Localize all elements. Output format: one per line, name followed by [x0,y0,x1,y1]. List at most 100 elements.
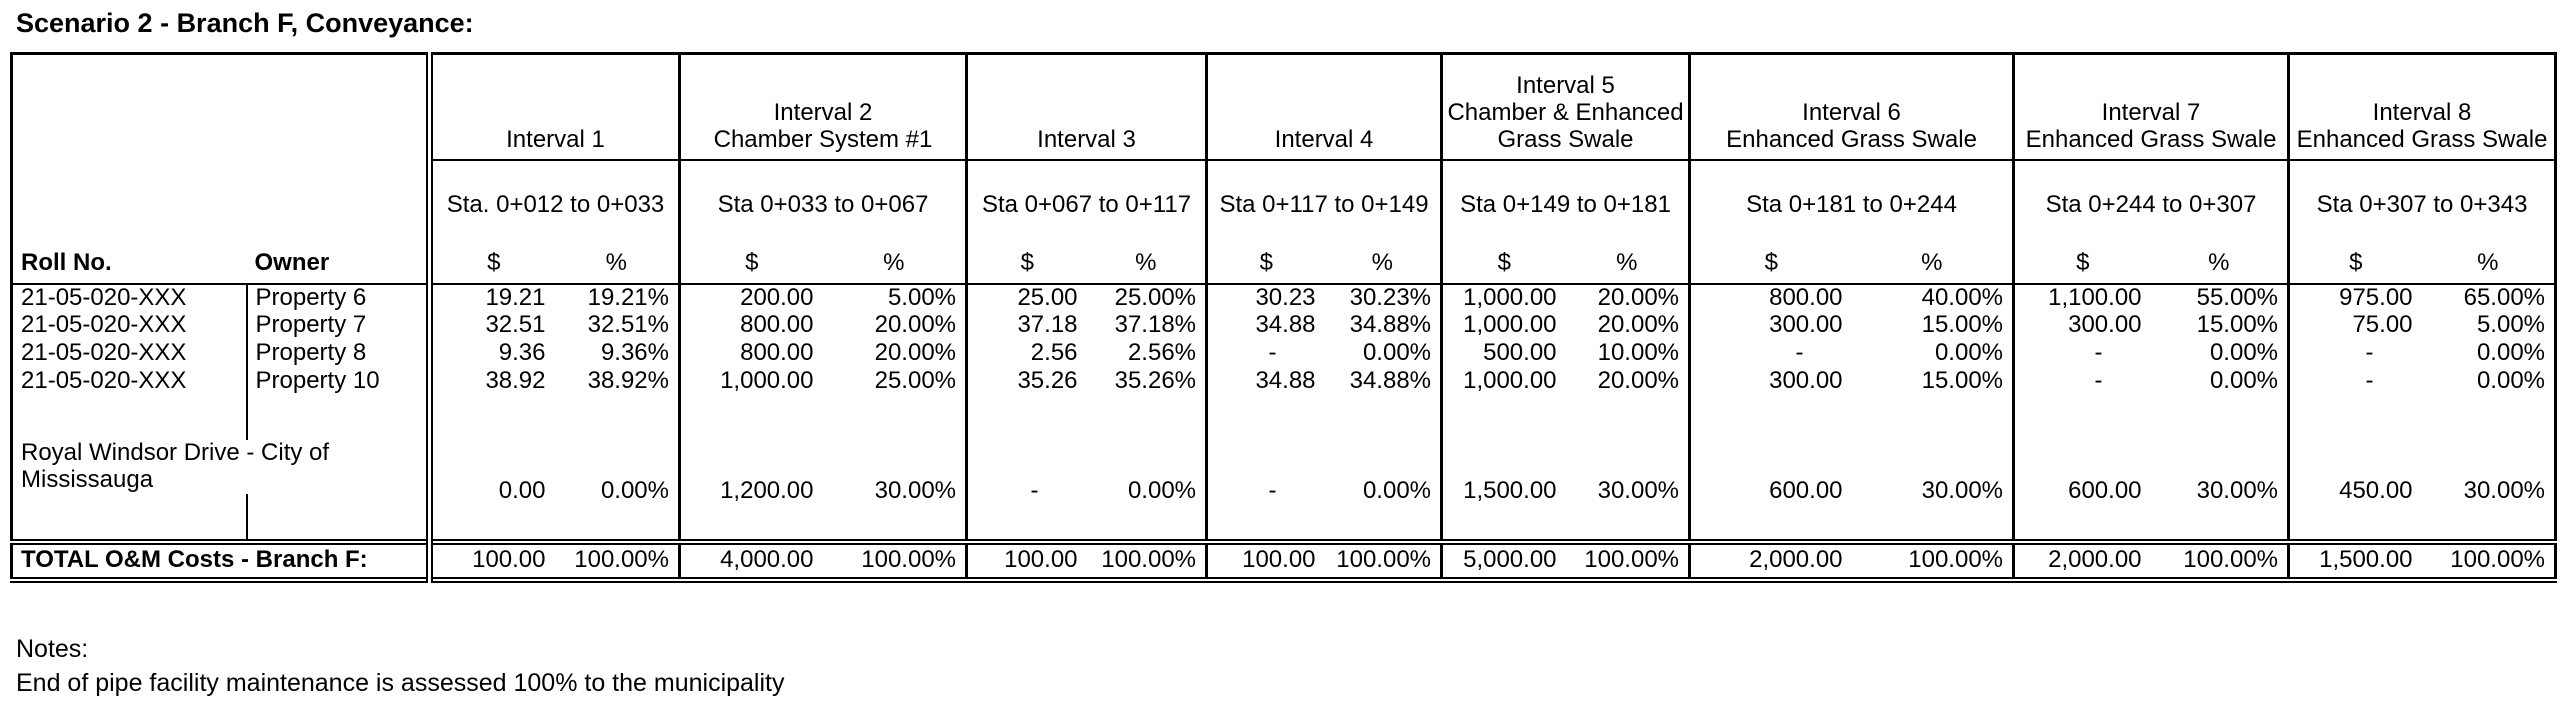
value-cell: 0.00% [2209,367,2279,395]
value-cell: 800.00 [1688,283,1852,312]
value-cell: 32.51% [587,311,669,339]
value-cell: 75.00 [2287,311,2422,340]
table-row-property-8: 21-05-020-XXX Property 8 9.36 9.36% 800.… [11,339,2556,368]
value-cell: 34.88% [1349,367,1432,395]
value-cell: 35.26% [1114,367,1197,395]
total-value-cell: 4,000.00 [678,538,823,583]
corner-blank-cell [12,54,430,250]
notes-heading: Notes: [16,635,89,663]
value-cell: - [1688,339,1852,368]
dollar-header: $ [2012,249,2151,285]
value-cell: 300.00 [2012,311,2151,340]
roll-no-cell: 21-05-020-XXX [11,311,248,340]
value-cell: 0.00 [426,395,555,542]
table-row-royal-windsor-drive: Royal Windsor Drive - City of Mississaug… [12,395,2556,542]
value-cell: 800.00 [678,311,823,340]
owner-cell: Property 6 [255,283,367,311]
roll-no-cell: 21-05-020-XXX [11,339,248,368]
dollar-header: $ [1440,249,1566,285]
value-cell: 15.00% [2196,311,2279,339]
total-value-cell: 100.00% [554,538,680,583]
value-cell: 500.00 [1440,339,1566,368]
value-cell: - [1205,339,1325,368]
owner-cell: Property 7 [255,311,367,339]
value-cell: 30.00% [1597,476,1680,504]
notes-line: End of pipe facility maintenance is asse… [16,669,785,697]
total-value-cell: 1,500.00 [2287,538,2422,583]
value-cell: - [2287,367,2422,396]
table-row-property-6: 21-05-020-XXX Property 6 19.21 19.21% 20… [11,283,2556,312]
value-cell: 19.21 [426,283,555,312]
value-cell: 37.18 [965,311,1087,340]
value-cell: 25.00 [965,283,1087,312]
interval-2-name-cell: Interval 2 Chamber System #1 [677,53,967,161]
total-value-cell: 100.00% [1086,538,1207,583]
value-cell: 0.00% [2209,339,2279,367]
value-cell: 32.51 [426,311,555,340]
notes-section: Notes: End of pipe facility maintenance … [16,632,784,700]
value-cell: 30.00% [1921,476,2004,504]
value-cell: 19.21% [587,283,669,311]
value-cell: 1,000.00 [1440,283,1566,312]
value-cell: 38.92% [587,367,669,395]
value-cell: 2.56% [1127,339,1197,367]
value-cell: 30.23 [1205,283,1325,312]
interval-3-station-cell: Sta 0+067 to 0+117 [965,159,1207,250]
value-cell: 40.00% [1921,283,2004,311]
roll-no-cell: 21-05-020-XXX [11,367,248,396]
value-cell: 0.00% [1362,339,1432,367]
value-cell: 20.00% [874,339,957,367]
value-cell: 5.00% [2476,311,2546,339]
dollar-header: $ [1205,249,1325,285]
value-cell: 9.36 [426,339,555,368]
value-cell: 0.00% [600,476,669,504]
value-cell: 5.00% [887,283,957,311]
value-cell: 300.00 [1688,367,1852,396]
dollar-header: $ [678,249,823,285]
percent-header: % [2150,249,2289,285]
value-cell: 1,000.00 [678,367,823,396]
header-row-column-labels: Roll No. Owner $ % $ % $ % $ % $ % $ % $… [11,249,2556,285]
value-cell: - [2012,339,2151,368]
value-cell: 30.00% [2196,476,2279,504]
total-value-cell: 100.00% [1565,538,1690,583]
value-cell: 25.00% [1114,283,1197,311]
value-cell: 20.00% [874,311,957,339]
interval-4-name-cell: Interval 4 [1205,53,1442,161]
value-cell: 0.00% [1362,476,1432,504]
value-cell: 15.00% [1921,311,2004,339]
percent-header: % [1086,249,1207,285]
value-cell: - [2012,367,2151,396]
interval-8-station-cell: Sta 0+307 to 0+343 [2287,159,2556,250]
page-title: Scenario 2 - Branch F, Conveyance: [16,8,474,38]
value-cell: 34.88 [1205,367,1325,396]
value-cell: 200.00 [678,283,823,312]
value-cell: 30.00% [874,476,957,504]
value-cell: 2.56 [965,339,1087,368]
interval-3-name-cell: Interval 3 [965,53,1207,161]
header-row-interval-names: Interval 1 Interval 2 Chamber System #1 … [12,53,2556,161]
value-cell: 0.00% [1934,339,2004,367]
value-cell: - [2287,339,2422,368]
dollar-header: $ [1688,249,1852,285]
value-cell: 800.00 [678,339,823,368]
percent-header: % [2421,249,2556,285]
percent-header: % [1324,249,1442,285]
interval-6-name-cell: Interval 6 Enhanced Grass Swale [1688,53,2014,161]
total-value-cell: 100.00% [1851,538,2014,583]
interval-1-name-cell: Interval 1 [426,53,680,161]
interval-5-station-cell: Sta 0+149 to 0+181 [1440,159,1690,250]
value-cell: 9.36% [600,339,669,367]
value-cell: 65.00% [2463,283,2546,311]
value-cell: - [1205,395,1325,542]
total-value-cell: 5,000.00 [1440,538,1566,583]
interval-5-name-cell: Interval 5 Chamber & Enhanced Grass Swal… [1440,53,1690,161]
value-cell: 15.00% [1921,367,2004,395]
interval-7-name-cell: Interval 7 Enhanced Grass Swale [2012,53,2289,161]
value-cell: 20.00% [1597,311,1680,339]
table-row-property-10: 21-05-020-XXX Property 10 38.92 38.92% 1… [11,367,2556,396]
value-cell: 1,500.00 [1440,395,1566,542]
value-cell: 20.00% [1597,283,1680,311]
value-cell: - [965,395,1087,542]
value-cell: 34.88 [1205,311,1325,340]
